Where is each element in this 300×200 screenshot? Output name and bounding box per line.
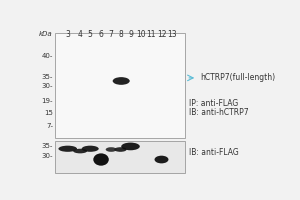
Text: 4: 4 (78, 30, 82, 39)
Ellipse shape (154, 156, 169, 163)
Text: 11: 11 (146, 30, 155, 39)
Text: 30-: 30- (41, 83, 53, 89)
Text: 5: 5 (88, 30, 93, 39)
Text: 7: 7 (109, 30, 114, 39)
Ellipse shape (82, 146, 99, 152)
Text: hCTRP7(full-length): hCTRP7(full-length) (200, 73, 275, 82)
Text: 3: 3 (65, 30, 70, 39)
Text: 6: 6 (99, 30, 103, 39)
Ellipse shape (58, 146, 77, 152)
Text: 9: 9 (128, 30, 133, 39)
Ellipse shape (73, 149, 87, 153)
Ellipse shape (114, 147, 127, 152)
Ellipse shape (121, 143, 140, 150)
Bar (55, 141, 185, 173)
Text: IB: anti-hCTRP7: IB: anti-hCTRP7 (189, 108, 249, 117)
Bar (55, 33, 185, 138)
Text: kDa: kDa (39, 31, 53, 37)
Text: 7-: 7- (46, 123, 53, 129)
Text: IB: anti-FLAG: IB: anti-FLAG (189, 148, 239, 157)
Text: 12: 12 (157, 30, 166, 39)
Text: 15: 15 (44, 110, 53, 116)
Ellipse shape (93, 153, 109, 166)
Text: 19-: 19- (41, 98, 53, 104)
Ellipse shape (113, 77, 130, 85)
Text: 10: 10 (136, 30, 146, 39)
Text: 8: 8 (119, 30, 124, 39)
Text: 35-: 35- (42, 143, 53, 149)
Text: 13: 13 (167, 30, 177, 39)
Text: 30-: 30- (41, 153, 53, 159)
Text: 40-: 40- (42, 53, 53, 59)
Text: 35-: 35- (42, 74, 53, 80)
Text: IP: anti-FLAG: IP: anti-FLAG (189, 99, 239, 108)
Ellipse shape (106, 147, 117, 152)
